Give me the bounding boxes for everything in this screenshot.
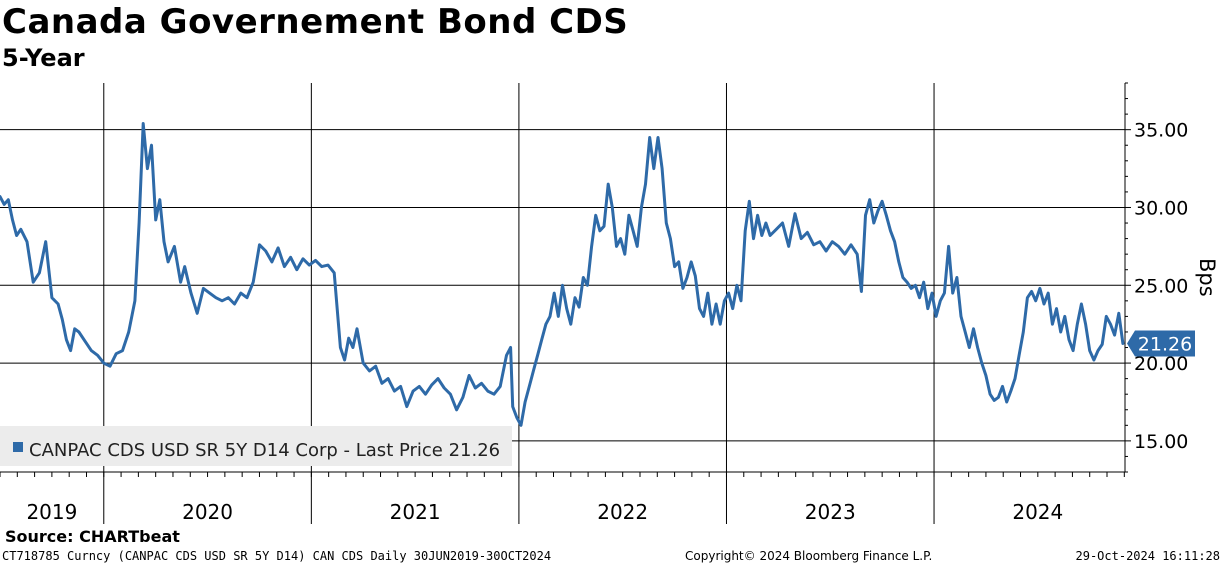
footer-ticker-info: CT718785 Curncy (CANPAC CDS USD SR 5Y D1… (2, 549, 552, 563)
x-year-label: 2022 (597, 500, 648, 524)
y-axis-label: Bps (1195, 258, 1219, 297)
legend-box (0, 426, 512, 466)
last-price-badge: 21.26 (1127, 330, 1195, 357)
y-axis: 15.00 20.00 25.00 30.00 35.00 Bps (1124, 82, 1219, 473)
footer-timestamp: 29-Oct-2024 16:11:28 (1075, 549, 1221, 563)
last-price-badge-shape (1127, 330, 1195, 357)
y-tick-label: 20.00 (1134, 353, 1188, 375)
legend-swatch (13, 442, 23, 452)
y-tick-label: 25.00 (1134, 275, 1188, 297)
x-year-label: 2024 (1012, 500, 1063, 524)
y-tick-label: 35.00 (1134, 120, 1188, 142)
chart-legend: CANPAC CDS USD SR 5Y D14 Corp - Last Pri… (0, 426, 512, 466)
x-year-label: 2023 (805, 500, 856, 524)
chart-subtitle: 5-Year (2, 44, 85, 72)
footer-copyright: Copyright© 2024 Bloomberg Finance L.P. (685, 549, 933, 563)
y-tick-label: 30.00 (1134, 197, 1188, 219)
source-note: Source: CHARTbeat (5, 527, 180, 546)
x-axis: 2019 2020 2021 2022 2023 2024 (0, 471, 1125, 524)
x-year-label: 2019 (26, 500, 77, 524)
price-series-line (0, 122, 1125, 427)
legend-label: CANPAC CDS USD SR 5Y D14 Corp - Last Pri… (29, 440, 500, 461)
x-year-label: 2021 (390, 500, 441, 524)
x-year-label: 2020 (182, 500, 233, 524)
y-tick-label: 15.00 (1134, 431, 1188, 453)
last-price-badge-label: 21.26 (1138, 333, 1192, 355)
chart-title: Canada Governement Bond CDS (2, 2, 629, 42)
